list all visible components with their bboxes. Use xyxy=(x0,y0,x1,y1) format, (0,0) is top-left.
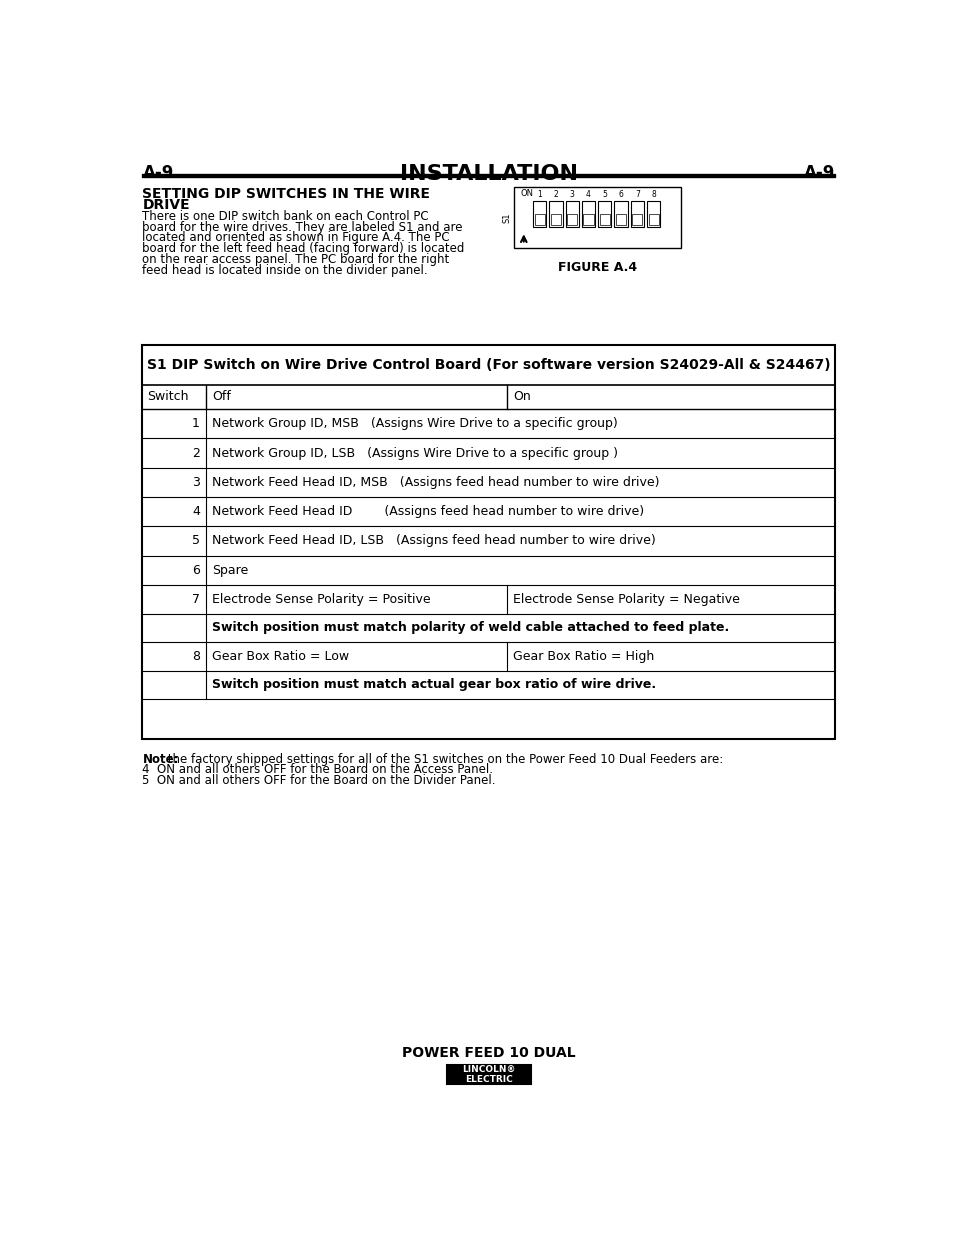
Text: 8: 8 xyxy=(651,190,656,199)
Text: 4  ON and all others OFF for the Board on the Access Panel.: 4 ON and all others OFF for the Board on… xyxy=(142,763,493,777)
Bar xyxy=(614,200,627,227)
Bar xyxy=(565,200,578,227)
Bar xyxy=(632,214,641,225)
Bar xyxy=(583,214,593,225)
Text: 5: 5 xyxy=(192,535,199,547)
Text: 7: 7 xyxy=(192,593,199,606)
Text: Spare: Spare xyxy=(212,563,248,577)
Text: Network Group ID, LSB   (Assigns Wire Drive to a specific group ): Network Group ID, LSB (Assigns Wire Driv… xyxy=(212,447,618,459)
Text: 1: 1 xyxy=(192,417,199,430)
Text: board for the left feed head (facing forward) is located: board for the left feed head (facing for… xyxy=(142,242,464,256)
Bar xyxy=(142,174,835,178)
Text: the factory shipped settings for all of the S1 switches on the Power Feed 10 Dua: the factory shipped settings for all of … xyxy=(164,752,722,766)
Bar xyxy=(550,214,560,225)
Text: 4: 4 xyxy=(585,190,590,199)
Text: Off: Off xyxy=(212,390,231,404)
Text: LINCOLN®
ELECTRIC: LINCOLN® ELECTRIC xyxy=(461,1065,516,1084)
Bar xyxy=(447,1066,530,1084)
Text: 7: 7 xyxy=(635,190,639,199)
Text: Gear Box Ratio = High: Gear Box Ratio = High xyxy=(513,650,654,663)
Bar xyxy=(630,200,643,227)
Text: 2: 2 xyxy=(192,447,199,459)
Text: 6: 6 xyxy=(618,190,623,199)
Text: DRIVE: DRIVE xyxy=(142,199,190,212)
Bar xyxy=(598,200,611,227)
Text: Note:: Note: xyxy=(142,752,179,766)
Text: INSTALLATION: INSTALLATION xyxy=(399,163,578,184)
Bar xyxy=(599,214,609,225)
Text: A-9: A-9 xyxy=(142,163,173,182)
Bar xyxy=(646,200,659,227)
Text: 2: 2 xyxy=(553,190,558,199)
Text: A-9: A-9 xyxy=(803,163,835,182)
Bar xyxy=(581,200,595,227)
Bar xyxy=(567,214,577,225)
Text: located and oriented as shown in Figure A.4. The PC: located and oriented as shown in Figure … xyxy=(142,231,450,245)
Text: Electrode Sense Polarity = Negative: Electrode Sense Polarity = Negative xyxy=(513,593,739,606)
Text: Electrode Sense Polarity = Positive: Electrode Sense Polarity = Positive xyxy=(212,593,431,606)
Bar xyxy=(514,186,680,248)
Text: On: On xyxy=(513,390,530,404)
Text: S1 DIP Switch on Wire Drive Control Board (For software version S24029-All & S24: S1 DIP Switch on Wire Drive Control Boar… xyxy=(147,358,830,372)
Text: 3: 3 xyxy=(192,475,199,489)
Text: ON: ON xyxy=(520,189,533,198)
Text: Switch position must match actual gear box ratio of wire drive.: Switch position must match actual gear b… xyxy=(212,678,656,692)
Text: 8: 8 xyxy=(192,650,199,663)
Text: feed head is located inside on the divider panel.: feed head is located inside on the divid… xyxy=(142,264,428,277)
Text: Network Feed Head ID        (Assigns feed head number to wire drive): Network Feed Head ID (Assigns feed head … xyxy=(212,505,643,519)
Bar xyxy=(549,200,562,227)
Text: Gear Box Ratio = Low: Gear Box Ratio = Low xyxy=(212,650,349,663)
Text: 5: 5 xyxy=(601,190,607,199)
Text: board for the wire drives. They are labeled S1 and are: board for the wire drives. They are labe… xyxy=(142,221,462,233)
Text: 5  ON and all others OFF for the Board on the Divider Panel.: 5 ON and all others OFF for the Board on… xyxy=(142,774,496,787)
Text: FIGURE A.4: FIGURE A.4 xyxy=(558,261,637,274)
Bar xyxy=(648,214,658,225)
Text: 3: 3 xyxy=(569,190,574,199)
Text: on the rear access panel. The PC board for the right: on the rear access panel. The PC board f… xyxy=(142,253,449,266)
Text: POWER FEED 10 DUAL: POWER FEED 10 DUAL xyxy=(402,1046,575,1060)
Text: S1: S1 xyxy=(502,212,511,222)
Bar xyxy=(616,214,625,225)
Text: 4: 4 xyxy=(192,505,199,519)
Text: 1: 1 xyxy=(537,190,541,199)
Text: Switch: Switch xyxy=(147,390,189,404)
Text: Switch position must match polarity of weld cable attached to feed plate.: Switch position must match polarity of w… xyxy=(212,621,729,635)
Bar xyxy=(142,345,835,739)
Bar xyxy=(533,200,546,227)
Text: SETTING DIP SWITCHES IN THE WIRE: SETTING DIP SWITCHES IN THE WIRE xyxy=(142,186,430,201)
Text: Network Group ID, MSB   (Assigns Wire Drive to a specific group): Network Group ID, MSB (Assigns Wire Driv… xyxy=(212,417,618,430)
Text: Network Feed Head ID, MSB   (Assigns feed head number to wire drive): Network Feed Head ID, MSB (Assigns feed … xyxy=(212,475,659,489)
Text: Network Feed Head ID, LSB   (Assigns feed head number to wire drive): Network Feed Head ID, LSB (Assigns feed … xyxy=(212,535,656,547)
Text: 6: 6 xyxy=(192,563,199,577)
Text: There is one DIP switch bank on each Control PC: There is one DIP switch bank on each Con… xyxy=(142,210,429,222)
Bar xyxy=(534,214,544,225)
